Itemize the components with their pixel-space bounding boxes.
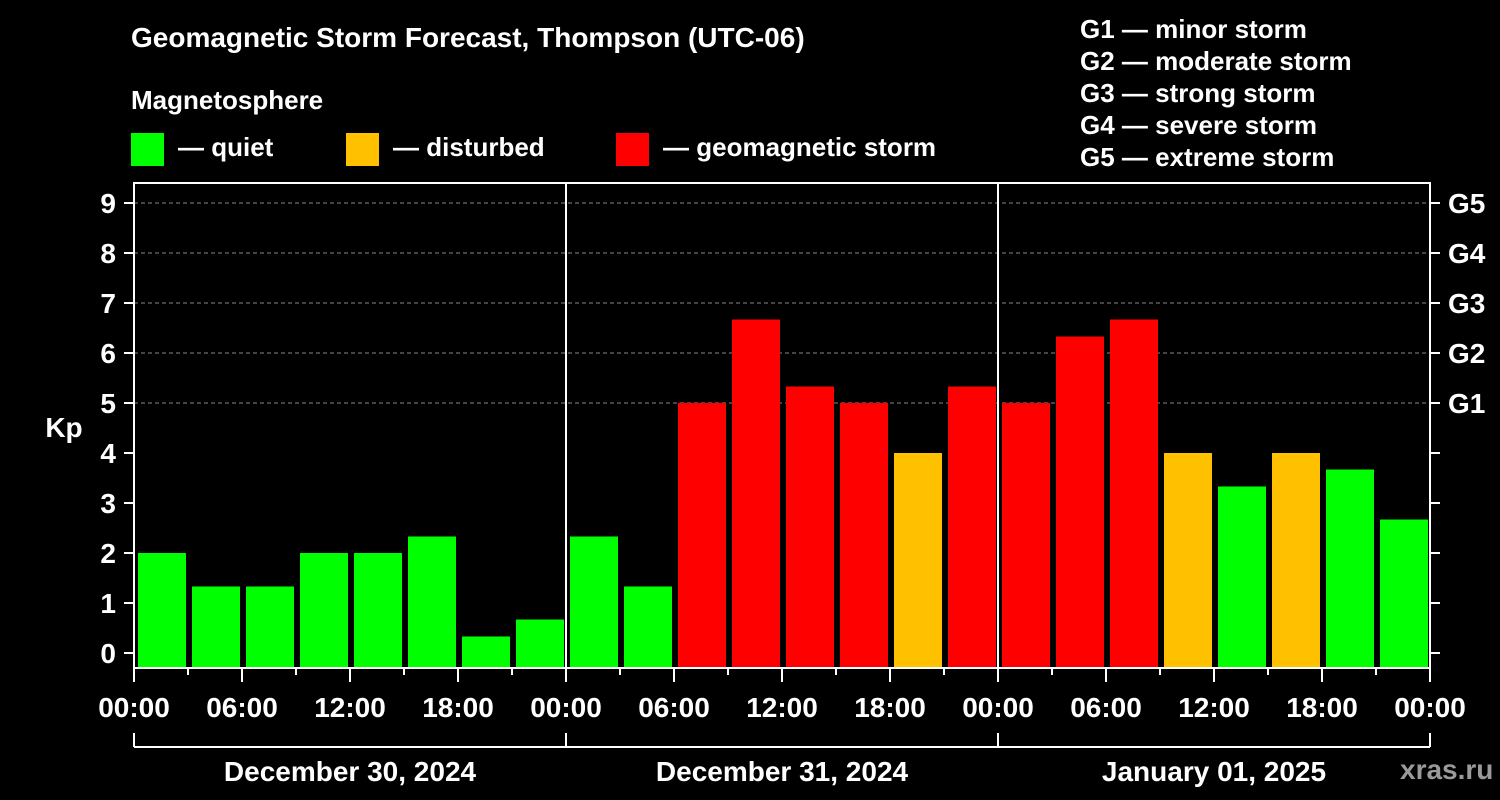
y-tick-label: 5 bbox=[100, 388, 116, 419]
g-level-label: G4 bbox=[1448, 238, 1486, 269]
kp-bar bbox=[462, 636, 510, 668]
legend-label-quiet: — quiet bbox=[178, 132, 274, 162]
kp-bar bbox=[786, 386, 834, 668]
kp-bar bbox=[1272, 453, 1320, 668]
x-tick-label: 12:00 bbox=[1178, 692, 1250, 723]
x-tick-label: 06:00 bbox=[206, 692, 278, 723]
kp-bar bbox=[1002, 403, 1050, 668]
kp-bar bbox=[624, 586, 672, 668]
legend-swatch-quiet bbox=[131, 133, 164, 166]
g-level-label: G2 bbox=[1448, 338, 1485, 369]
kp-bar bbox=[300, 553, 348, 668]
y-tick-label: 1 bbox=[100, 588, 116, 619]
x-tick-label: 00:00 bbox=[962, 692, 1034, 723]
y-tick-label: 2 bbox=[100, 538, 116, 569]
day-label: December 30, 2024 bbox=[224, 756, 477, 787]
y-axis-label: Kp bbox=[45, 412, 82, 443]
legend-swatch-disturbed bbox=[346, 133, 379, 166]
y-tick-label: 0 bbox=[100, 638, 116, 669]
g-level-label: G5 bbox=[1448, 188, 1485, 219]
kp-bar bbox=[1326, 469, 1374, 668]
y-tick-label: 3 bbox=[100, 488, 116, 519]
kp-bar bbox=[138, 553, 186, 668]
y-tick-label: 9 bbox=[100, 188, 116, 219]
chart-title: Geomagnetic Storm Forecast, Thompson (UT… bbox=[131, 22, 805, 53]
x-tick-label: 18:00 bbox=[854, 692, 926, 723]
g-level-label: G3 bbox=[1448, 288, 1485, 319]
storm-level-g4: G4 — severe storm bbox=[1080, 110, 1318, 140]
y-tick-label: 8 bbox=[100, 238, 116, 269]
legend-label-storm: — geomagnetic storm bbox=[663, 132, 937, 162]
magnetosphere-label: Magnetosphere bbox=[131, 85, 324, 115]
kp-bar bbox=[354, 553, 402, 668]
kp-bar bbox=[516, 619, 564, 668]
kp-bar bbox=[1056, 336, 1104, 668]
kp-bar bbox=[840, 403, 888, 668]
storm-level-g1: G1 — minor storm bbox=[1080, 14, 1307, 44]
kp-bar bbox=[1218, 486, 1266, 668]
kp-bar bbox=[894, 453, 942, 668]
watermark: xras.ru bbox=[1400, 754, 1494, 785]
y-tick-label: 6 bbox=[100, 338, 116, 369]
storm-level-g2: G2 — moderate storm bbox=[1080, 46, 1352, 76]
legend-swatch-storm bbox=[616, 133, 649, 166]
kp-bar bbox=[192, 586, 240, 668]
legend-label-disturbed: — disturbed bbox=[393, 132, 545, 162]
kp-bar bbox=[246, 586, 294, 668]
x-tick-label: 00:00 bbox=[98, 692, 170, 723]
storm-level-g5: G5 — extreme storm bbox=[1080, 142, 1335, 172]
kp-bar bbox=[570, 536, 618, 668]
x-tick-label: 00:00 bbox=[1394, 692, 1466, 723]
kp-bar bbox=[732, 319, 780, 668]
day-label: December 31, 2024 bbox=[656, 756, 909, 787]
x-tick-label: 18:00 bbox=[422, 692, 494, 723]
y-tick-label: 7 bbox=[100, 288, 116, 319]
x-tick-label: 12:00 bbox=[746, 692, 818, 723]
x-tick-label: 00:00 bbox=[530, 692, 602, 723]
kp-bar bbox=[678, 403, 726, 668]
g-level-label: G1 bbox=[1448, 388, 1485, 419]
x-tick-label: 12:00 bbox=[314, 692, 386, 723]
kp-bar bbox=[1164, 453, 1212, 668]
x-tick-label: 06:00 bbox=[1070, 692, 1142, 723]
kp-bar bbox=[1380, 519, 1428, 668]
x-tick-label: 06:00 bbox=[638, 692, 710, 723]
kp-bar bbox=[408, 536, 456, 668]
kp-bar bbox=[948, 386, 996, 668]
storm-level-g3: G3 — strong storm bbox=[1080, 78, 1316, 108]
day-label: January 01, 2025 bbox=[1102, 756, 1326, 787]
kp-bar bbox=[1110, 319, 1158, 668]
x-tick-label: 18:00 bbox=[1286, 692, 1358, 723]
y-tick-label: 4 bbox=[100, 438, 116, 469]
